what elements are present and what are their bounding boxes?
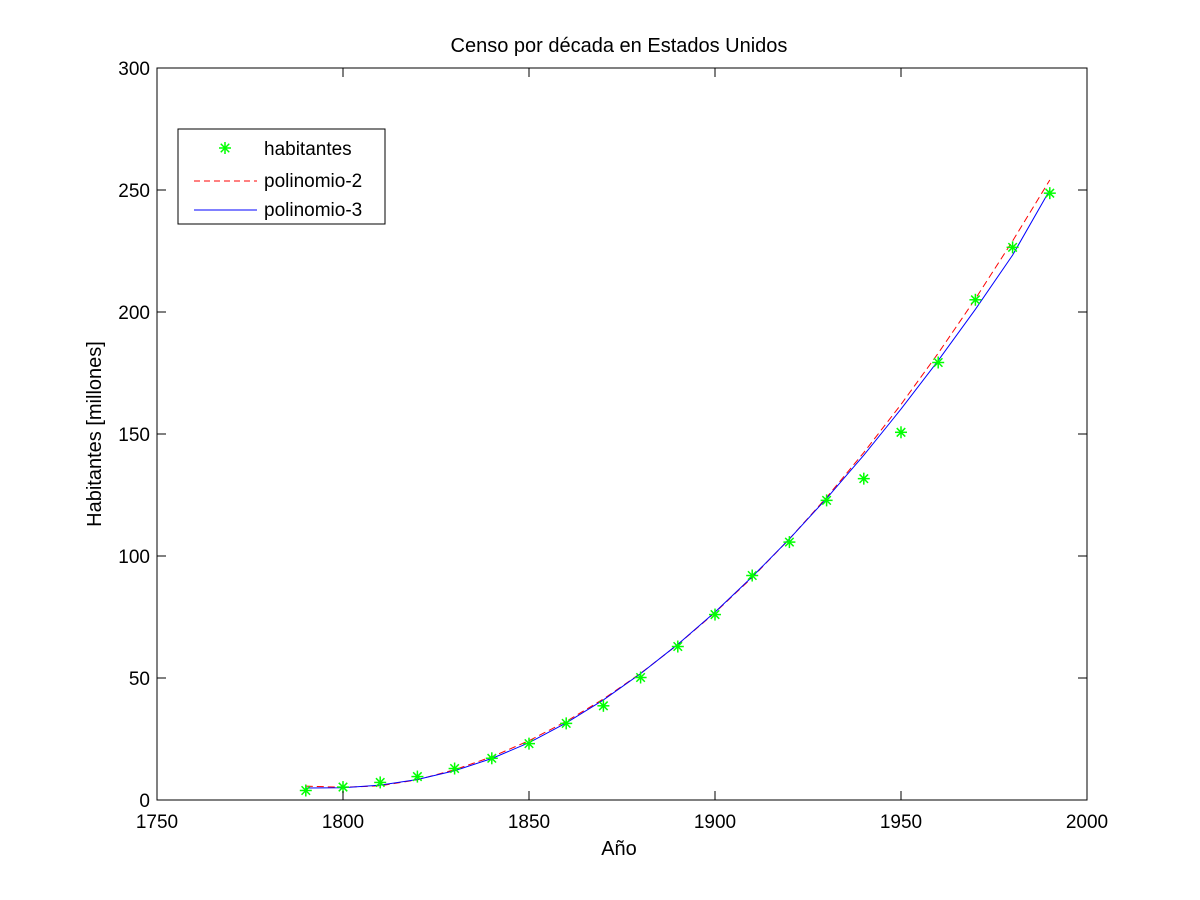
x-tick-label: 1850	[508, 812, 550, 833]
x-tick-label: 1750	[136, 812, 178, 833]
y-tick-label: 300	[118, 59, 150, 80]
data-point-habitantes	[671, 640, 684, 653]
legend: habitantes polinomio-2 polinomio-3	[177, 128, 386, 225]
data-point-habitantes	[820, 494, 833, 507]
series-layer	[299, 179, 1056, 797]
legend-label-polinomio-3: polinomio-3	[264, 200, 362, 221]
data-point-habitantes	[709, 608, 721, 621]
legend-label-polinomio-2: polinomio-2	[264, 171, 362, 192]
data-point-habitantes	[597, 699, 610, 712]
y-tick-label: 100	[118, 547, 150, 568]
data-point-habitantes	[374, 776, 387, 789]
data-point-habitantes	[1006, 241, 1019, 254]
data-point-habitantes	[485, 752, 498, 765]
legend-asterisk-icon	[219, 142, 231, 154]
data-point-habitantes	[411, 770, 424, 783]
legend-asterisk-mark	[219, 142, 231, 154]
data-point-habitantes	[746, 569, 759, 582]
data-point-habitantes	[932, 356, 945, 369]
x-tick-label: 1800	[322, 812, 364, 833]
data-point-habitantes	[560, 717, 573, 730]
legend-label-habitantes: habitantes	[264, 139, 352, 160]
legend-box	[177, 128, 386, 225]
data-point-habitantes	[634, 671, 647, 684]
data-point-habitantes	[1043, 187, 1056, 200]
data-point-habitantes	[783, 536, 796, 549]
data-point-habitantes	[523, 737, 535, 750]
x-axis-label: Año	[601, 838, 637, 860]
chart-title: Censo por década en Estados Unidos	[451, 35, 788, 57]
x-tick-label: 1900	[694, 812, 736, 833]
y-axis-label: Habitantes [millones]	[84, 341, 106, 527]
data-point-habitantes	[857, 472, 870, 485]
x-tick-label: 1950	[880, 812, 922, 833]
ticks-layer: 1750 1800 1850 1900 1950 2000 0 50 100 150 200 250 3…	[118, 59, 1108, 833]
legend-entry-polinomio-2: polinomio-2	[194, 171, 362, 192]
data-point-habitantes	[895, 426, 907, 439]
y-tick-label: 250	[118, 181, 150, 202]
data-point-habitantes	[448, 762, 461, 775]
y-tick-label: 200	[118, 303, 150, 324]
y-tick-label: 50	[129, 669, 150, 690]
y-tick-label: 150	[118, 425, 150, 446]
data-point-habitantes	[969, 293, 982, 306]
data-point-habitantes	[299, 784, 312, 797]
x-tick-label: 2000	[1066, 812, 1108, 833]
y-tick-label: 0	[139, 791, 150, 812]
legend-entry-habitantes: habitantes	[219, 139, 352, 160]
legend-entry-polinomio-3: polinomio-3	[194, 200, 362, 221]
